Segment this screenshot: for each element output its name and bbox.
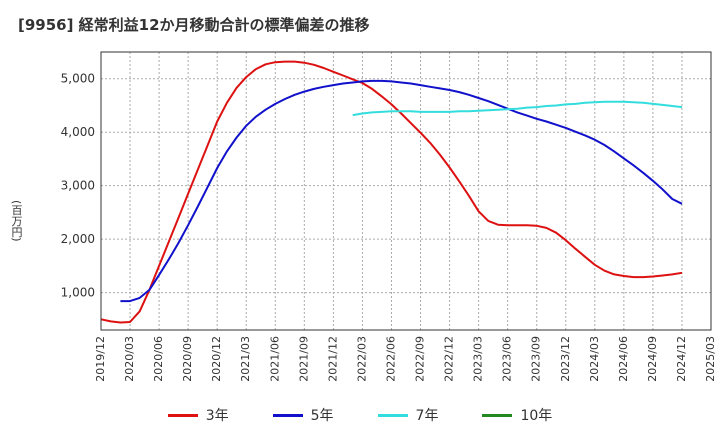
x-tick-label: 2021/12 [326,336,339,382]
x-tick-label: 2025/03 [704,336,717,382]
x-tick-label: 2022/12 [443,336,456,382]
chart-legend: 3年 5年 7年 10年 [0,403,720,427]
x-tick-label: 2022/03 [355,336,368,382]
x-tick-label: 2024/12 [675,336,688,382]
legend-item: 7年 [377,405,439,425]
legend-label: 10年 [520,408,553,424]
y-tick-label: 5,000 [61,72,95,86]
series-line [100,60,683,324]
x-tick-label: 2020/12 [210,336,223,382]
plot-border [100,51,712,331]
x-tick-label: 2023/09 [530,336,543,382]
y-tick-label: 4,000 [61,125,95,139]
legend-item: 10年 [482,405,552,425]
legend-label: 3年 [205,408,229,424]
x-tick-label: 2019/12 [94,336,107,382]
legend-label: 7年 [415,408,439,424]
x-tick-label: 2020/09 [181,336,194,382]
x-tick-label: 2023/12 [559,336,572,382]
y-tick-label: 1,000 [61,286,95,300]
x-tick-label: 2021/09 [297,336,310,382]
series-line [120,79,683,303]
x-tick-label: 2024/09 [646,336,659,382]
y-tick-label: 3,000 [61,179,95,193]
x-tick-label: 2020/06 [152,336,165,382]
x-tick-label: 2022/06 [384,336,397,382]
x-tick-label: 2021/03 [239,336,252,382]
legend-swatch [167,413,198,417]
x-tick-label: 2020/03 [123,336,136,382]
x-tick-label: 2022/09 [414,336,427,382]
x-tick-label: 2021/06 [268,336,281,382]
plot-area [100,51,712,331]
series-line [352,100,683,117]
legend-swatch [377,413,408,417]
line-chart: 2019/12 2020/03 2020/06 2020/09 2020/12 2021/… [61,51,717,382]
legend-item: 5年 [272,405,334,425]
y-tick-label: 2,000 [61,232,95,246]
x-tick-label: 2023/03 [472,336,485,382]
x-tick-label: 2023/06 [501,336,514,382]
x-tick-label: 2024/06 [617,336,630,382]
legend-swatch [482,413,513,417]
x-tick-label: 2024/03 [588,336,601,382]
legend-swatch [272,413,303,417]
chart-title: [9956] 経常利益12か月移動合計の標準偏差の推移 [18,16,370,34]
legend-item: 3年 [167,405,229,425]
legend-label: 5年 [310,408,334,424]
y-axis-label: (百万円) [10,200,23,242]
